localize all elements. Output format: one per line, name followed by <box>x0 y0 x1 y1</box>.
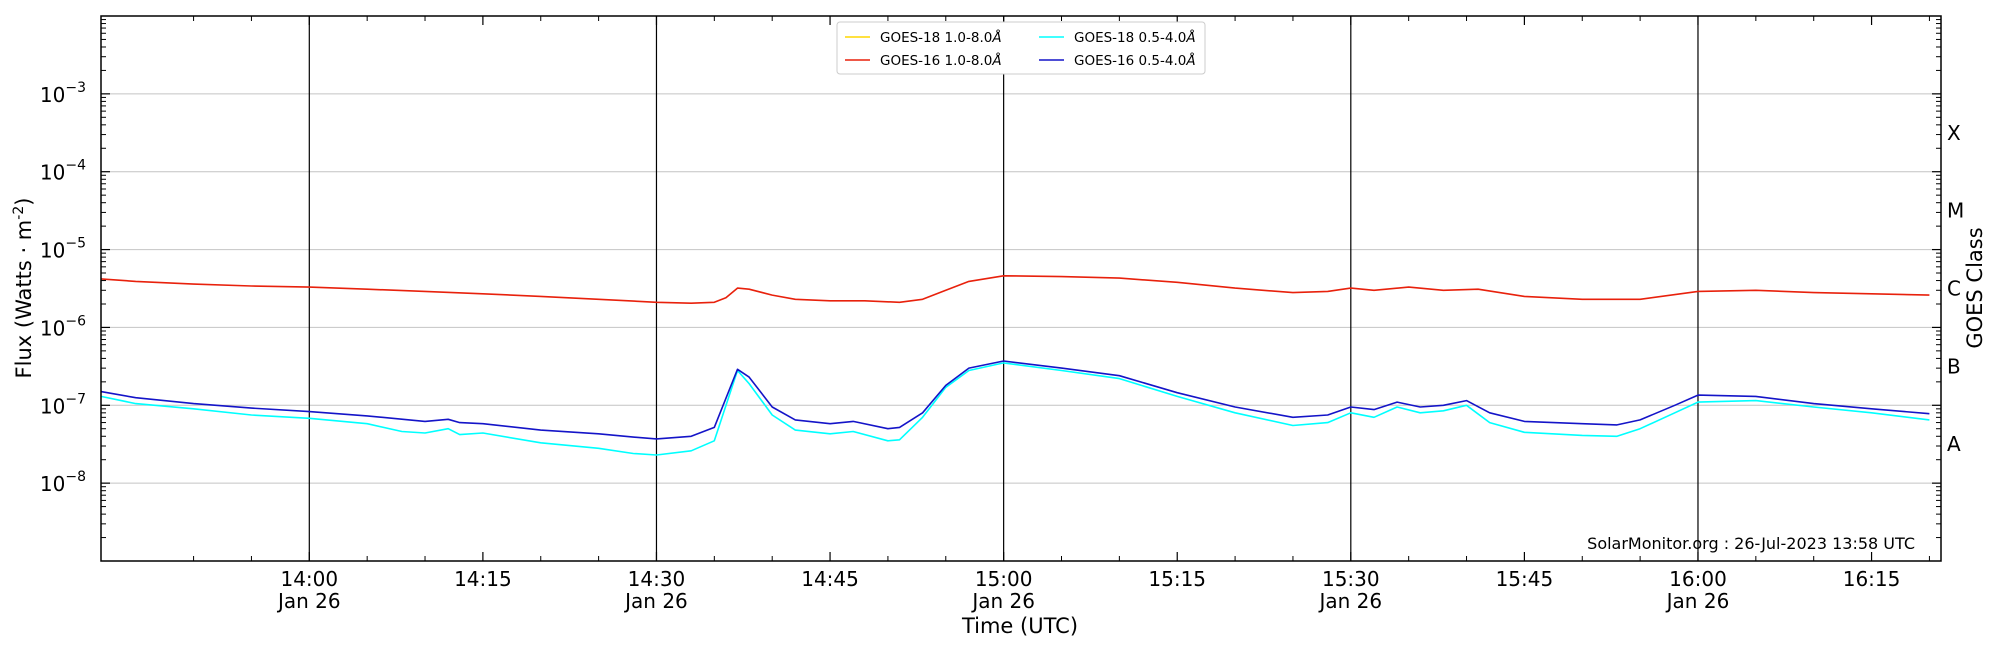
goes-class-label: C <box>1947 277 1961 301</box>
x-tick-label: 16:15 <box>1843 567 1901 591</box>
x-tick-label: 14:30 <box>628 567 686 591</box>
goes-class-label: B <box>1947 354 1961 378</box>
y-tick-exponent: −7 <box>65 391 86 407</box>
legend-label-text: GOES-16 0.5-4.0 <box>1074 53 1186 69</box>
legend-label-text: GOES-16 1.0-8.0 <box>880 53 992 69</box>
y-tick-exponent: −5 <box>65 236 86 252</box>
legend-item: GOES-16 0.5-4.0Å <box>1039 52 1196 69</box>
y-tick-label: 10−8 <box>40 469 86 496</box>
y-tick-base: 10 <box>40 83 65 107</box>
x-tick-label: 16:00 <box>1669 567 1727 591</box>
day-boundary-lines <box>308 16 1699 561</box>
x-tick-label: 15:45 <box>1496 567 1554 591</box>
series-line <box>100 360 1930 440</box>
y-tick-label: 10−6 <box>40 313 86 340</box>
y-axis: 10−810−710−610−510−410−3 <box>40 19 1941 539</box>
legend-label: GOES-18 1.0-8.0Å <box>880 29 1002 46</box>
legend-label: GOES-18 0.5-4.0Å <box>1074 29 1196 46</box>
goes-class-axis: A B C M X <box>1947 121 1964 456</box>
plot-frame <box>100 15 1942 562</box>
y-tick-exponent: −6 <box>65 313 86 329</box>
x-tick-date-label: Jan 26 <box>1317 589 1382 613</box>
y-tick-label: 10−5 <box>40 236 86 263</box>
y-tick-label: 10−3 <box>40 80 86 107</box>
x-tick-label: 15:00 <box>975 567 1033 591</box>
credit-text: SolarMonitor.org : 26-Jul-2023 13:58 UTC <box>1587 534 1915 553</box>
legend-label: GOES-16 1.0-8.0Å <box>880 52 1002 69</box>
y-tick-label: 10−4 <box>40 158 86 185</box>
x-tick-date-label: Jan 26 <box>1665 589 1730 613</box>
y-tick-base: 10 <box>40 316 65 340</box>
x-tick-date-label: Jan 26 <box>276 589 341 613</box>
legend-label-unit: Å <box>991 29 1001 46</box>
y-tick-base: 10 <box>40 239 65 263</box>
x-tick-label: 15:30 <box>1322 567 1380 591</box>
legend-item: GOES-18 1.0-8.0Å <box>845 29 1002 46</box>
y-tick-base: 10 <box>40 161 65 185</box>
y-axis-title-superscript: -2 <box>11 206 27 220</box>
series-line <box>100 275 1930 304</box>
y-tick-exponent: −3 <box>65 80 86 96</box>
y-axis-title-main: Flux (Watts · m <box>12 220 36 379</box>
goes-class-label: A <box>1947 432 1961 456</box>
goes-class-label: M <box>1947 199 1964 223</box>
x-tick-label: 14:00 <box>280 567 338 591</box>
legend-label-unit: Å <box>1185 29 1195 46</box>
x-tick-label: 15:15 <box>1148 567 1206 591</box>
legend-item: GOES-18 0.5-4.0Å <box>1039 29 1196 46</box>
y-axis-title: Flux (Watts · m-2) <box>11 198 36 379</box>
legend-box <box>836 21 1206 75</box>
x-tick-label: 14:45 <box>801 567 859 591</box>
goes-class-axis-title: GOES Class <box>1963 227 1987 348</box>
x-tick-date-label: Jan 26 <box>970 589 1035 613</box>
y-tick-exponent: −8 <box>65 469 86 485</box>
x-tick-date-label: Jan 26 <box>623 589 688 613</box>
y-axis-title-close: ) <box>12 198 36 206</box>
y-tick-exponent: −4 <box>65 158 86 174</box>
x-tick-label: 14:15 <box>454 567 512 591</box>
x-axis-title: Time (UTC) <box>961 614 1078 638</box>
data-series <box>100 275 1930 456</box>
legend-label-text: GOES-18 1.0-8.0 <box>880 30 992 46</box>
legend-label-unit: Å <box>1185 52 1195 69</box>
y-tick-base: 10 <box>40 394 65 418</box>
y-tick-base: 10 <box>40 472 65 496</box>
legend-label-text: GOES-18 0.5-4.0 <box>1074 30 1186 46</box>
legend-label: GOES-16 0.5-4.0Å <box>1074 52 1196 69</box>
legend: GOES-18 1.0-8.0Å GOES-16 1.0-8.0Å GOES-1… <box>836 21 1206 75</box>
gridlines <box>101 93 1941 484</box>
legend-label-unit: Å <box>991 52 1001 69</box>
y-tick-label: 10−7 <box>40 391 86 418</box>
goes-class-label: X <box>1947 121 1961 145</box>
legend-item: GOES-16 1.0-8.0Å <box>845 52 1002 69</box>
series-line <box>100 362 1930 456</box>
